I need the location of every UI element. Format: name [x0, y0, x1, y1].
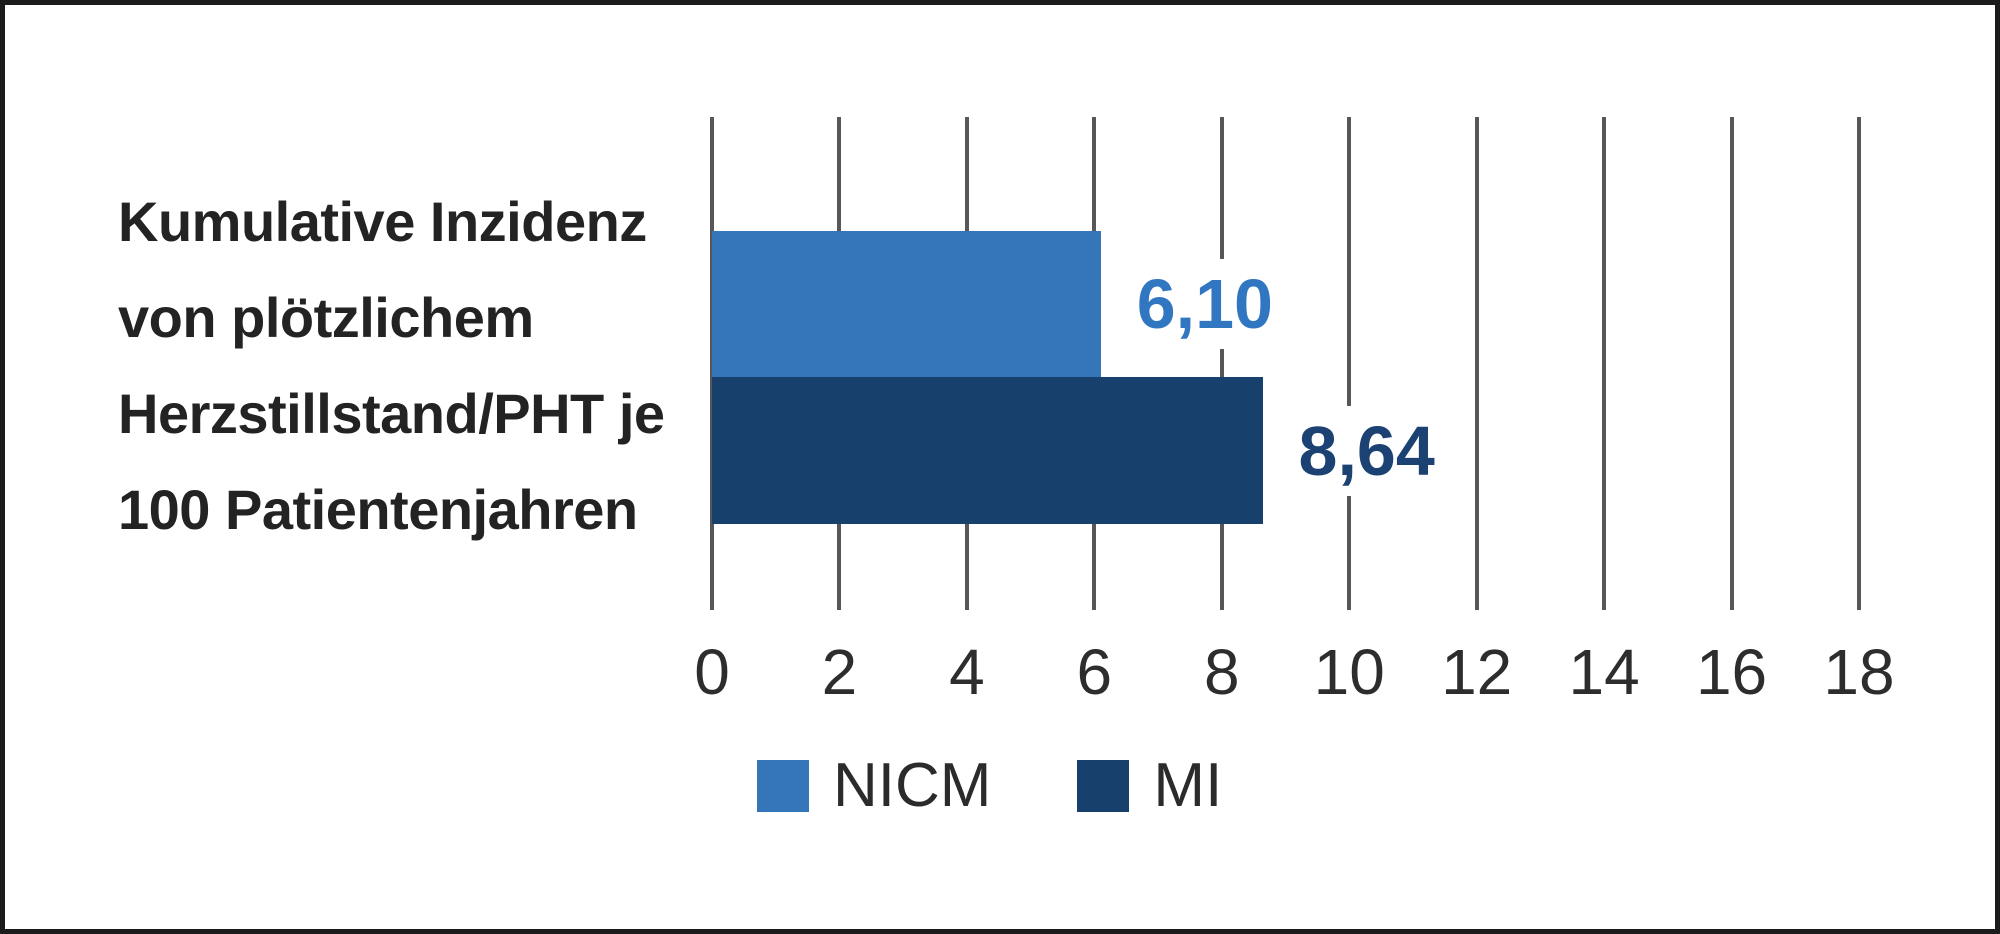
- legend-item-nicm: NICM: [757, 750, 991, 821]
- x-axis: 0 2 4 6 8 10 12 14 16 18: [694, 632, 1894, 716]
- y-axis-label-line: Kumulative Inzidenz: [118, 190, 647, 253]
- x-tick-label-14: 14: [1568, 636, 1640, 708]
- legend-item-mi: MI: [1077, 750, 1222, 821]
- value-label-nicm: 6,10: [1120, 259, 1289, 349]
- x-tick-label-8: 8: [1203, 636, 1240, 708]
- gridline-x-14: [1602, 117, 1607, 610]
- x-tick-label-16: 16: [1695, 636, 1768, 708]
- x-tick-label-18: 18: [1823, 636, 1895, 708]
- x-tick-label-4: 4: [949, 636, 985, 708]
- gridline-x-16: [1729, 117, 1734, 610]
- legend: NICM MI: [757, 750, 1222, 821]
- bar-mi: [712, 377, 1263, 524]
- bar-nicm: [712, 231, 1101, 377]
- gridline-x-8: [1219, 117, 1224, 610]
- gridline-x-18: [1857, 117, 1861, 610]
- y-axis-label-line: Herzstillstand/PHT je: [118, 382, 665, 445]
- plot-area: 6,10 8,64: [710, 117, 1861, 610]
- x-tick-label-12: 12: [1441, 636, 1513, 708]
- x-tick-label-2: 2: [821, 636, 858, 708]
- legend-label-nicm: NICM: [833, 751, 992, 820]
- gridline-x-12: [1474, 117, 1479, 610]
- value-label-mi: 8,64: [1282, 405, 1451, 496]
- x-tick-label-0: 0: [694, 636, 730, 708]
- y-axis-label-line: 100 Patientenjahren: [118, 478, 638, 541]
- y-axis-label: Kumulative Inzidenz von plötzlichem Herz…: [118, 174, 665, 558]
- y-axis-label-line: von plötzlichem: [118, 286, 534, 349]
- legend-label-mi: MI: [1153, 751, 1223, 820]
- x-tick-label-10: 10: [1313, 636, 1385, 708]
- legend-swatch-nicm: [757, 759, 809, 812]
- x-tick-label-6: 6: [1076, 636, 1113, 708]
- gridline-x-10: [1347, 117, 1352, 610]
- legend-swatch-mi: [1077, 759, 1130, 812]
